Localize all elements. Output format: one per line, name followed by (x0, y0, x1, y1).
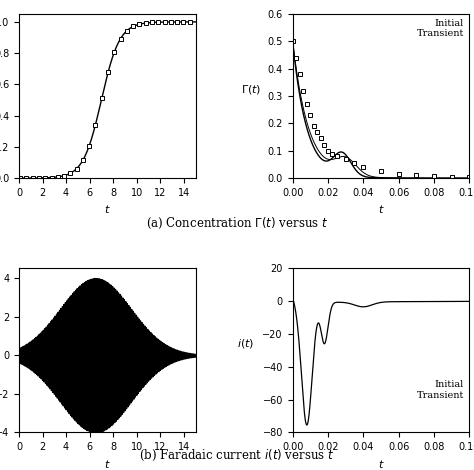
Text: (b) Faradaic current $i(t)$ versus $t$: (b) Faradaic current $i(t)$ versus $t$ (139, 448, 335, 463)
X-axis label: $t$: $t$ (104, 204, 110, 215)
X-axis label: $t$: $t$ (378, 204, 384, 215)
Y-axis label: $\Gamma(t)$: $\Gamma(t)$ (241, 83, 261, 96)
X-axis label: $t$: $t$ (104, 458, 110, 470)
Text: Initial
Transient: Initial Transient (417, 380, 464, 400)
Y-axis label: $i(t)$: $i(t)$ (237, 337, 255, 350)
Text: Initial
Transient: Initial Transient (417, 19, 464, 39)
Text: (a) Concentration $\Gamma(t)$ versus $t$: (a) Concentration $\Gamma(t)$ versus $t$ (146, 216, 328, 231)
X-axis label: $t$: $t$ (378, 458, 384, 470)
